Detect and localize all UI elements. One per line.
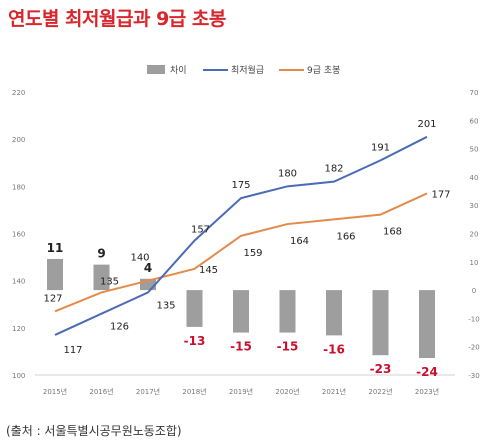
minwage-label: 191 xyxy=(371,142,390,153)
left-tick-label: 180 xyxy=(12,183,25,191)
legend: 차이 최저월급 9급 초봉 xyxy=(147,64,340,76)
minwage-label: 180 xyxy=(278,168,297,179)
diff-bar xyxy=(47,258,63,291)
diff-bar xyxy=(233,290,249,333)
legend-label-diff: 차이 xyxy=(170,64,187,76)
grade9-label: 135 xyxy=(100,276,119,287)
data-labels: 11 9 4 -13 -15 -15 -16 -23 -24 117 126 135 157 175 180… xyxy=(43,119,450,379)
x-tick-label: 2019년 xyxy=(229,387,253,396)
x-tick-label: 2022년 xyxy=(368,387,392,396)
minwage-label: 135 xyxy=(156,300,175,311)
legend-swatch-diff xyxy=(147,65,165,74)
minwage-line xyxy=(54,135,428,336)
left-tick-label: 120 xyxy=(12,325,25,333)
x-tick-label: 2021년 xyxy=(322,387,346,396)
diff-label: 9 xyxy=(97,247,105,261)
grade9-label: 145 xyxy=(199,265,218,276)
right-tick-label: 0 xyxy=(472,287,476,295)
diff-label: -23 xyxy=(370,362,392,376)
grade9-label: 177 xyxy=(431,189,450,200)
series-lines xyxy=(54,135,428,336)
diff-bars xyxy=(47,258,435,359)
diff-label: -16 xyxy=(323,342,345,356)
right-tick-label: -10 xyxy=(468,315,479,323)
diff-label: -24 xyxy=(416,365,438,379)
left-tick-label: 220 xyxy=(12,89,25,97)
minwage-label: 182 xyxy=(324,164,343,175)
left-tick-label: 100 xyxy=(12,372,25,380)
left-tick-label: 140 xyxy=(12,278,25,286)
diff-bar xyxy=(372,290,389,356)
source-note: (출처 : 서울특별시공무원노동조합) xyxy=(6,424,182,438)
grade9-label: 140 xyxy=(130,253,149,264)
x-tick-label: 2018년 xyxy=(182,387,206,396)
diff-label: 4 xyxy=(144,261,152,275)
right-tick-label: 40 xyxy=(470,174,479,182)
minwage-label: 157 xyxy=(191,225,210,236)
right-tick-label: -20 xyxy=(468,344,479,352)
right-axis: -30 -20 -10 0 10 20 30 40 50 60 70 xyxy=(468,89,479,380)
grade9-label: 159 xyxy=(243,248,262,259)
grade9-label: 164 xyxy=(290,236,309,247)
right-tick-label: 20 xyxy=(470,231,479,239)
chart-title: 연도별 최저월급과 9급 초봉 xyxy=(8,8,226,30)
diff-label: -13 xyxy=(184,334,206,348)
right-tick-label: 70 xyxy=(470,89,479,97)
grade9-line xyxy=(54,192,428,313)
right-tick-label: 60 xyxy=(470,117,479,125)
grade9-label: 127 xyxy=(43,293,62,304)
x-axis-ticks: 2015년 2016년 2017년 2018년 2019년 2020년 2021년 2022년… xyxy=(43,387,439,396)
diff-bar xyxy=(186,290,203,327)
diff-bar xyxy=(140,278,156,291)
left-tick-label: 160 xyxy=(12,231,25,239)
x-tick-label: 2017년 xyxy=(136,387,160,396)
grade9-label: 168 xyxy=(383,227,402,238)
x-tick-label: 2023년 xyxy=(415,387,439,396)
diff-bar xyxy=(326,290,342,336)
minwage-label: 175 xyxy=(231,180,250,191)
diff-bar xyxy=(93,264,110,291)
diff-label: 11 xyxy=(47,241,64,255)
right-tick-label: 10 xyxy=(470,259,479,267)
diff-bar xyxy=(279,290,296,333)
minwage-label: 201 xyxy=(417,119,436,130)
right-tick-label: -30 xyxy=(468,372,479,380)
minwage-label: 117 xyxy=(63,345,82,356)
right-tick-label: 50 xyxy=(470,146,479,154)
right-tick-label: 30 xyxy=(470,202,479,210)
legend-label-minwage: 최저월급 xyxy=(231,64,264,76)
diff-label: -15 xyxy=(230,340,252,354)
x-tick-label: 2016년 xyxy=(89,387,113,396)
minwage-label: 126 xyxy=(110,322,129,333)
legend-label-grade9: 9급 초봉 xyxy=(307,65,340,76)
left-axis: 100 120 140 160 180 200 220 xyxy=(12,89,25,380)
x-tick-label: 2015년 xyxy=(43,387,67,396)
diff-label: -15 xyxy=(277,340,299,354)
left-tick-label: 200 xyxy=(12,136,25,144)
diff-bar xyxy=(419,290,435,359)
grade9-label: 166 xyxy=(336,231,355,242)
x-tick-label: 2020년 xyxy=(275,387,299,396)
